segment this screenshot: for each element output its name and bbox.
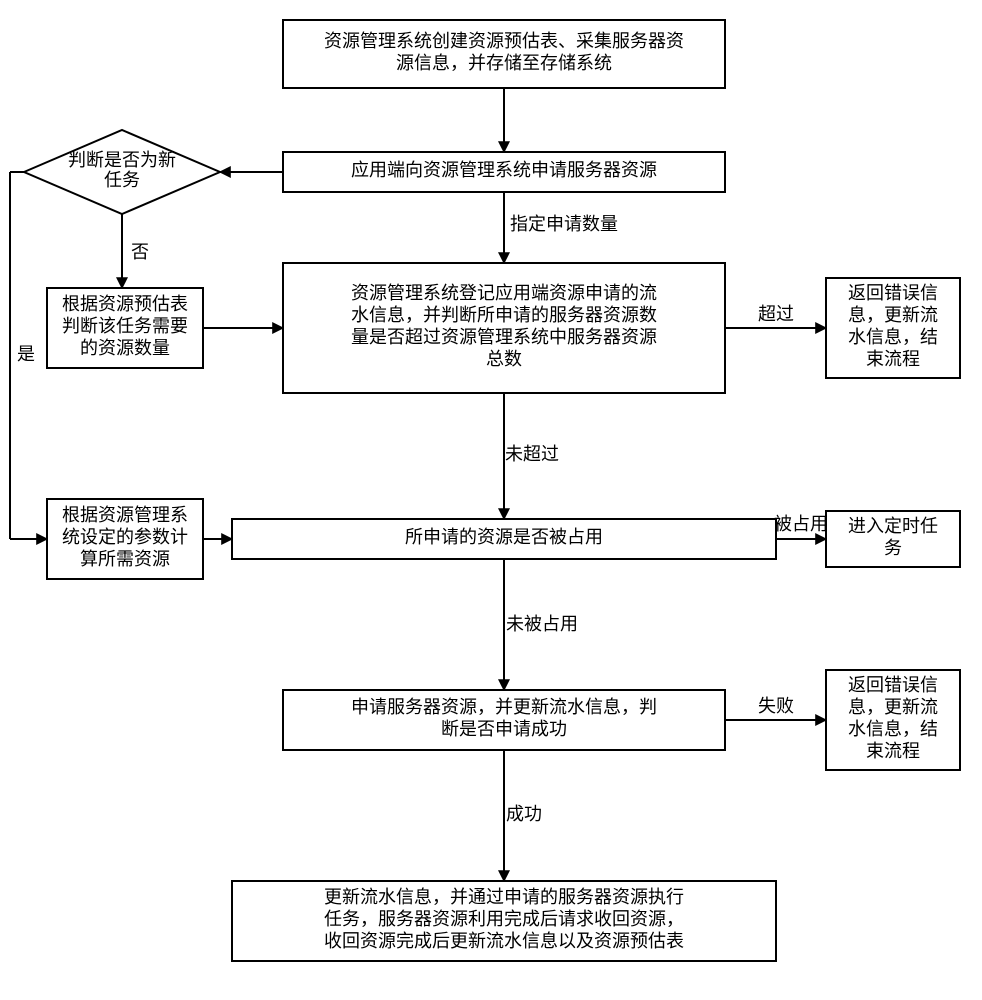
svg-text:务: 务	[884, 538, 902, 558]
svg-text:更新流水信息，并通过申请的服务器资源执行: 更新流水信息，并通过申请的服务器资源执行	[324, 887, 684, 907]
svg-text:根据资源管理系: 根据资源管理系	[62, 505, 188, 525]
edge-label: 否	[131, 242, 149, 262]
edge-label: 超过	[758, 304, 794, 324]
edge-label: 成功	[506, 804, 542, 824]
edge-label: 未超过	[505, 444, 559, 464]
node-n4: 根据资源预估表判断该任务需要的资源数量	[47, 288, 203, 368]
svg-text:收回资源完成后更新流水信息以及资源预估表: 收回资源完成后更新流水信息以及资源预估表	[324, 931, 684, 951]
edge-label: 被占用	[774, 514, 828, 534]
svg-text:所申请的资源是否被占用: 所申请的资源是否被占用	[405, 527, 603, 547]
svg-text:进入定时任: 进入定时任	[848, 516, 938, 536]
edge-label: 未被占用	[506, 614, 578, 634]
svg-text:申请服务器资源，并更新流水信息，判: 申请服务器资源，并更新流水信息，判	[351, 697, 657, 717]
node-n9: 申请服务器资源，并更新流水信息，判断是否申请成功	[283, 690, 725, 750]
edge-label: 是	[17, 344, 35, 364]
svg-text:资源管理系统登记应用端资源申请的流: 资源管理系统登记应用端资源申请的流	[351, 283, 657, 303]
svg-text:返回错误信: 返回错误信	[848, 675, 938, 695]
svg-text:水信息，结: 水信息，结	[848, 719, 938, 739]
edge-label: 失败	[758, 696, 794, 716]
node-n6: 根据资源管理系统设定的参数计算所需资源	[47, 499, 203, 579]
svg-text:算所需资源: 算所需资源	[80, 549, 170, 569]
svg-text:断是否申请成功: 断是否申请成功	[441, 719, 567, 739]
svg-text:任务: 任务	[104, 170, 140, 190]
svg-text:的资源数量: 的资源数量	[80, 338, 170, 358]
svg-text:水信息，结: 水信息，结	[848, 327, 938, 347]
svg-text:统设定的参数计: 统设定的参数计	[62, 527, 188, 547]
flowchart-canvas: 指定申请数量否是 超过未超过被占用未被占用失败成功 资源管理系统创建资源预估表、采集…	[0, 0, 982, 1000]
svg-text:束流程: 束流程	[866, 349, 920, 369]
node-n1: 资源管理系统创建资源预估表、采集服务器资源信息，并存储至存储系统	[283, 20, 725, 88]
svg-text:息，更新流: 息，更新流	[848, 697, 938, 717]
svg-text:量是否超过资源管理系统中服务器资源: 量是否超过资源管理系统中服务器资源	[351, 327, 657, 347]
svg-text:资源管理系统创建资源预估表、采集服务器资: 资源管理系统创建资源预估表、采集服务器资	[324, 31, 684, 51]
node-n2: 应用端向资源管理系统申请服务器资源	[283, 152, 725, 192]
svg-text:总数: 总数	[486, 349, 522, 369]
svg-text:水信息，并判断所申请的服务器资源数: 水信息，并判断所申请的服务器资源数	[351, 305, 657, 325]
node-d1: 判断是否为新任务	[24, 130, 220, 214]
node-n10: 返回错误信息，更新流水信息，结束流程	[826, 670, 960, 770]
edge-label: 指定申请数量	[510, 214, 618, 234]
svg-text:根据资源预估表: 根据资源预估表	[62, 294, 188, 314]
node-n3: 资源管理系统登记应用端资源申请的流水信息，并判断所申请的服务器资源数量是否超过资…	[283, 263, 725, 393]
svg-text:判断该任务需要: 判断该任务需要	[62, 316, 188, 336]
node-n7: 所申请的资源是否被占用	[232, 519, 776, 559]
node-n5: 返回错误信息，更新流水信息，结束流程	[826, 278, 960, 378]
svg-text:判断是否为新: 判断是否为新	[68, 150, 176, 170]
svg-text:应用端向资源管理系统申请服务器资源: 应用端向资源管理系统申请服务器资源	[351, 160, 657, 180]
svg-text:束流程: 束流程	[866, 741, 920, 761]
svg-text:息，更新流: 息，更新流	[848, 305, 938, 325]
node-n11: 更新流水信息，并通过申请的服务器资源执行任务，服务器资源利用完成后请求收回资源，…	[232, 881, 776, 961]
svg-text:返回错误信: 返回错误信	[848, 283, 938, 303]
svg-text:任务，服务器资源利用完成后请求收回资源，: 任务，服务器资源利用完成后请求收回资源，	[324, 909, 684, 929]
svg-text:源信息，并存储至存储系统: 源信息，并存储至存储系统	[396, 53, 612, 73]
node-n8: 进入定时任务	[826, 511, 960, 567]
